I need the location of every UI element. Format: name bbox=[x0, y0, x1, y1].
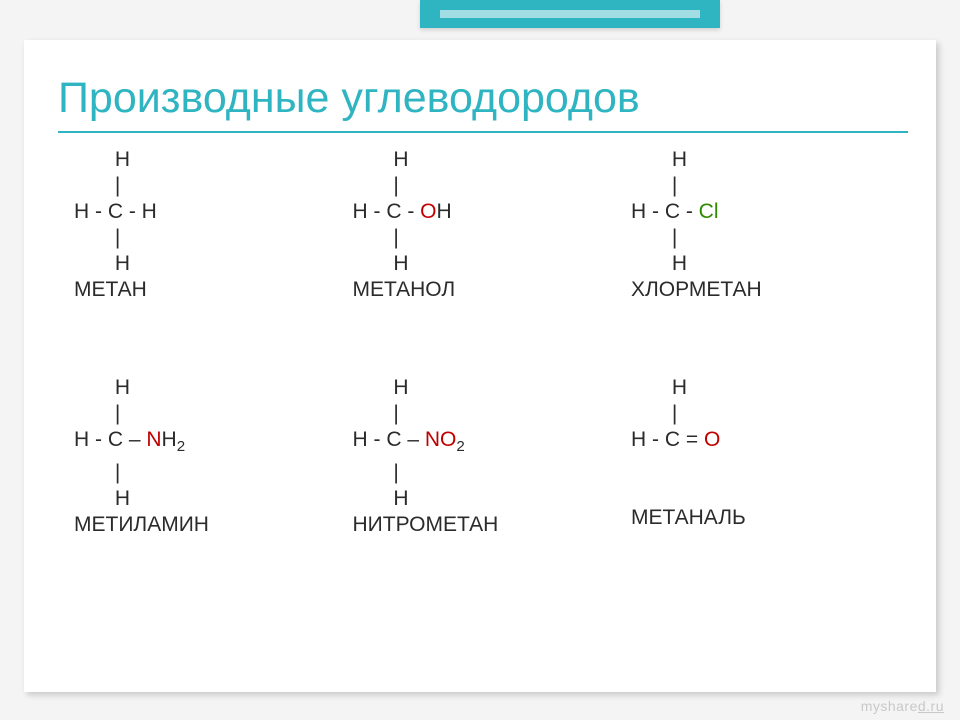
mol-line: | bbox=[631, 173, 886, 199]
mol-line: H bbox=[74, 251, 329, 277]
watermark-prefix: myshare bbox=[861, 698, 918, 714]
slide-title: Производные углеводородов bbox=[24, 40, 936, 131]
mol-label: МЕТАН bbox=[74, 277, 329, 303]
mol-line: H - C - OH bbox=[353, 199, 608, 225]
highlight-group: NO bbox=[425, 428, 457, 451]
mol-line: H bbox=[74, 375, 329, 401]
mol-line: | bbox=[74, 225, 329, 251]
mol-label: НИТРОМЕТАН bbox=[353, 512, 608, 538]
mol-cell: H |H - C - Cl | HХЛОРМЕТАН bbox=[631, 147, 886, 303]
mol-line: H bbox=[74, 147, 329, 173]
mol-line: H bbox=[353, 147, 608, 173]
mol-line: H bbox=[631, 375, 886, 401]
mol-label: МЕТАНОЛ bbox=[353, 277, 608, 303]
highlight-group: N bbox=[146, 428, 161, 451]
mol-line: | bbox=[353, 173, 608, 199]
slide-card: Производные углеводородов H |H - C - H |… bbox=[24, 40, 936, 692]
mol-line: | bbox=[353, 225, 608, 251]
watermark: myshared.ru bbox=[861, 698, 944, 714]
mol-cell: H |H - C – NH2 | HМЕТИЛАМИН bbox=[74, 375, 329, 538]
mol-line: | bbox=[74, 173, 329, 199]
mol-line: H bbox=[631, 147, 886, 173]
mol-line: H - C – NH2 bbox=[74, 427, 329, 460]
mol-line: H - C – NO2 bbox=[353, 427, 608, 460]
mol-cell: H |H - C = O МЕТАНАЛЬ bbox=[631, 375, 886, 538]
mol-line: H bbox=[353, 251, 608, 277]
highlight-group: O bbox=[420, 200, 436, 223]
highlight-group: Cl bbox=[699, 200, 719, 223]
mol-line: | bbox=[74, 460, 329, 486]
mol-label: ХЛОРМЕТАН bbox=[631, 277, 886, 303]
molecules-grid: H |H - C - H | HМЕТАН H |H - C - OH | HМ… bbox=[24, 143, 936, 538]
mol-label: МЕТАНАЛЬ bbox=[631, 505, 886, 531]
mol-line: H - C - Cl bbox=[631, 199, 886, 225]
top-accent-highlight bbox=[440, 10, 700, 18]
mol-line: H - C = O bbox=[631, 427, 886, 453]
mol-line: H bbox=[74, 486, 329, 512]
page-background: Производные углеводородов H |H - C - H |… bbox=[0, 0, 960, 720]
mol-cell: H |H - C - OH | HМЕТАНОЛ bbox=[353, 147, 608, 303]
title-divider bbox=[58, 131, 908, 133]
mol-line: H bbox=[353, 486, 608, 512]
watermark-suffix: d.ru bbox=[918, 698, 944, 714]
mol-line bbox=[631, 453, 886, 479]
mol-cell: H |H - C - H | HМЕТАН bbox=[74, 147, 329, 303]
mol-line: | bbox=[353, 401, 608, 427]
mol-cell: H |H - C – NO2 | HНИТРОМЕТАН bbox=[353, 375, 608, 538]
mol-line bbox=[631, 479, 886, 505]
mol-line: H bbox=[631, 251, 886, 277]
mol-line: | bbox=[353, 460, 608, 486]
mol-row: H |H - C – NH2 | HМЕТИЛАМИН H |H - C – N… bbox=[24, 303, 936, 538]
highlight-group: O bbox=[704, 428, 720, 451]
mol-line: H bbox=[353, 375, 608, 401]
mol-label: МЕТИЛАМИН bbox=[74, 512, 329, 538]
mol-line: | bbox=[631, 401, 886, 427]
mol-line: H - C - H bbox=[74, 199, 329, 225]
mol-row: H |H - C - H | HМЕТАН H |H - C - OH | HМ… bbox=[24, 147, 936, 303]
mol-line: | bbox=[631, 225, 886, 251]
mol-line: | bbox=[74, 401, 329, 427]
